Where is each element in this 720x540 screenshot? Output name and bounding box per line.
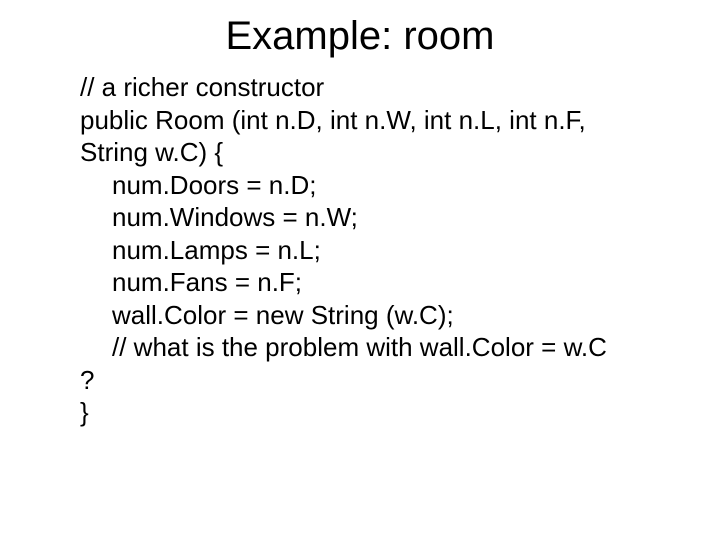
code-line: String w.C) { [80, 136, 710, 169]
code-line: public Room (int n.D, int n.W, int n.L, … [80, 104, 710, 137]
code-block: // a richer constructor public Room (int… [0, 71, 720, 429]
code-line: num.Lamps = n.L; [80, 234, 710, 267]
code-line: // what is the problem with wall.Color =… [80, 331, 710, 364]
code-line: // a richer constructor [80, 71, 710, 104]
code-line: wall.Color = new String (w.C); [80, 299, 710, 332]
code-line: } [80, 396, 710, 429]
slide: { "title_fontsize": 40, "body_fontsize":… [0, 0, 720, 540]
code-line: ? [80, 364, 710, 397]
code-line: num.Doors = n.D; [80, 169, 710, 202]
slide-title: Example: room [0, 0, 720, 71]
code-line: num.Fans = n.F; [80, 266, 710, 299]
code-line: num.Windows = n.W; [80, 201, 710, 234]
